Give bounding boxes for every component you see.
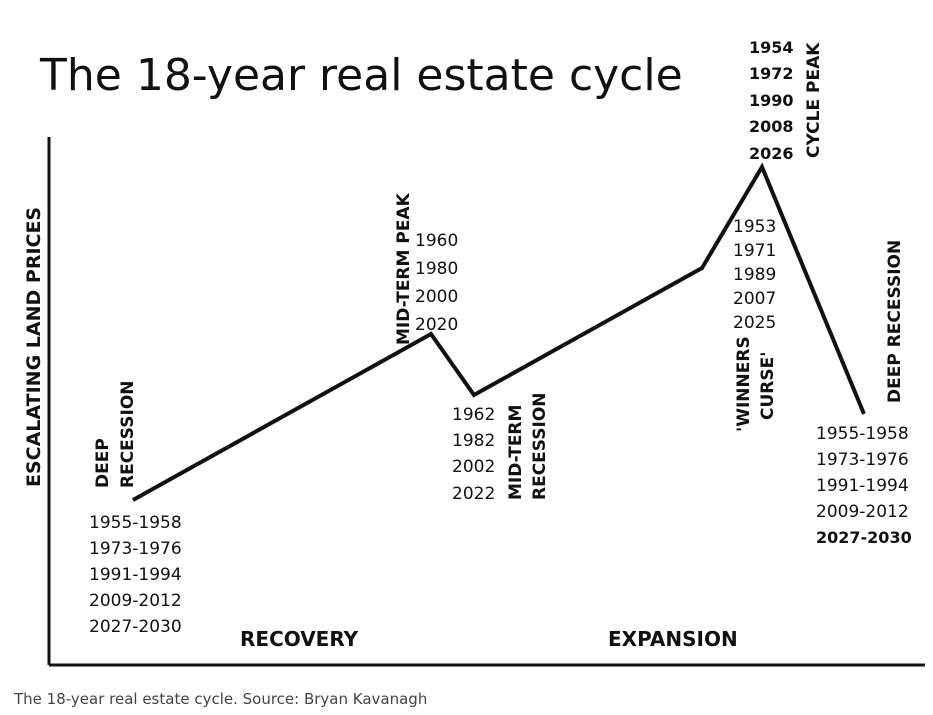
year: 1982 — [452, 431, 495, 451]
year: 1972 — [749, 64, 794, 83]
year-range: 1955-1958 — [89, 513, 182, 533]
year: 2020 — [415, 315, 458, 335]
winners-curse-label-line2: CURSE' — [758, 352, 778, 420]
winners-curse-label-line1: 'WINNERS — [734, 336, 754, 432]
year: 2000 — [415, 287, 458, 307]
deep-recession-end-label: DEEP RECESSION — [885, 240, 905, 403]
year: 1953 — [733, 217, 776, 237]
year: 1989 — [733, 265, 776, 285]
year-range: 2009-2012 — [89, 591, 182, 611]
year-range: 1991-1994 — [816, 476, 909, 496]
year: 2022 — [452, 484, 495, 504]
cycle-peak-label: CYCLE PEAK — [804, 42, 824, 158]
deep-recession-end-years: 1955-1958 1973-1976 1991-1994 2009-2012 … — [816, 424, 912, 547]
mid-term-recession-label-line2: RECESSION — [530, 392, 550, 500]
year-range: 2027-2030 — [89, 617, 182, 637]
year-range: 1991-1994 — [89, 565, 182, 585]
deep-recession-start-label-line1: DEEP — [93, 438, 113, 488]
year: 1960 — [415, 231, 458, 251]
year: 1980 — [415, 259, 458, 279]
year: 2026 — [749, 144, 794, 163]
figure-caption: The 18-year real estate cycle. Source: B… — [14, 690, 428, 708]
year: 1954 — [749, 38, 794, 57]
mid-term-peak-years: 1960 1980 2000 2020 — [415, 231, 458, 335]
year: 1962 — [452, 405, 495, 425]
year: 2007 — [733, 289, 776, 309]
deep-recession-start-years: 1955-1958 1973-1976 1991-1994 2009-2012 … — [89, 513, 182, 637]
phase-recovery-label: RECOVERY — [240, 627, 359, 651]
year: 2008 — [749, 117, 794, 136]
year-range: 1973-1976 — [89, 539, 182, 559]
mid-term-recession-years: 1962 1982 2002 2022 — [452, 405, 495, 504]
year-range: 2027-2030 — [816, 528, 912, 547]
year-range: 2009-2012 — [816, 502, 909, 522]
year-range: 1973-1976 — [816, 450, 909, 470]
phase-expansion-label: EXPANSION — [608, 627, 738, 651]
year-range: 1955-1958 — [816, 424, 909, 444]
cycle-peak-years: 1954 1972 1990 2008 2026 — [749, 38, 794, 163]
mid-term-peak-label: MID-TERM PEAK — [394, 192, 414, 345]
year: 2002 — [452, 457, 495, 477]
deep-recession-start-label-line2: RECESSION — [118, 380, 138, 488]
y-axis-label: ESCALATING LAND PRICES — [23, 207, 45, 487]
year: 1990 — [749, 91, 794, 110]
cycle-line — [132, 162, 866, 502]
winners-curse-years: 1953 1971 1989 2007 2025 — [733, 217, 776, 333]
mid-term-recession-label-line1: MID-TERM — [506, 405, 526, 500]
year: 1971 — [733, 241, 776, 261]
year: 2025 — [733, 313, 776, 333]
diagram-title: The 18-year real estate cycle — [39, 50, 683, 101]
